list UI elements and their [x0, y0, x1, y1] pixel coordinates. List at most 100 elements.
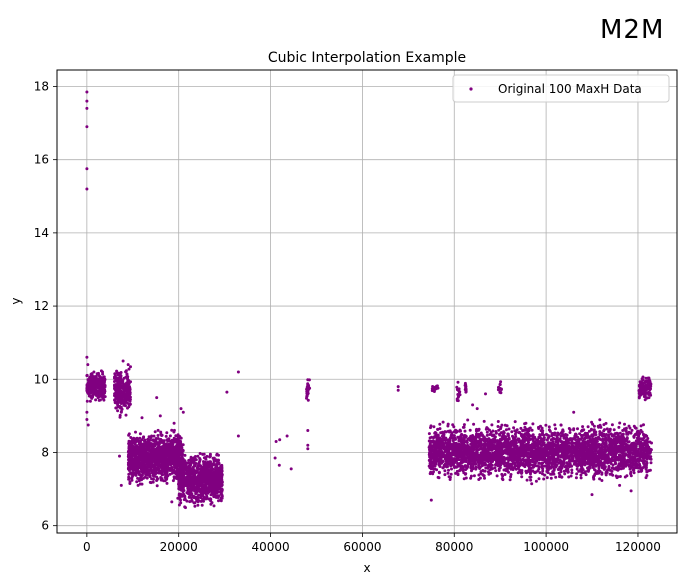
- data-point: [190, 488, 194, 492]
- data-point: [163, 448, 167, 452]
- data-point: [195, 488, 199, 492]
- data-point: [163, 442, 167, 446]
- data-point: [494, 469, 498, 473]
- data-point: [205, 494, 209, 498]
- data-point: [159, 446, 163, 450]
- data-point: [547, 425, 551, 429]
- data-point: [101, 397, 105, 400]
- data-point: [212, 485, 216, 489]
- data-point: [177, 456, 181, 459]
- data-point: [203, 473, 207, 477]
- data-point: [202, 456, 206, 460]
- data-point: [510, 430, 514, 434]
- data-point: [134, 454, 137, 457]
- data-point: [456, 472, 460, 476]
- data-point: [579, 473, 583, 477]
- data-point: [199, 469, 203, 473]
- logo-text: M2M: [600, 15, 664, 45]
- data-point: [94, 398, 98, 402]
- data-point: [176, 447, 180, 451]
- data-point: [141, 442, 145, 446]
- data-point: [146, 463, 150, 467]
- data-point: [127, 439, 131, 443]
- data-point: [126, 375, 130, 379]
- data-point: [207, 497, 211, 501]
- data-point: [139, 446, 143, 450]
- data-point: [146, 467, 149, 471]
- data-point: [138, 432, 142, 436]
- data-point: [165, 431, 169, 435]
- data-point: [128, 459, 132, 463]
- data-point: [125, 389, 129, 392]
- data-point: [152, 434, 156, 438]
- data-point: [183, 494, 187, 498]
- data-point: [198, 452, 202, 455]
- data-point: [203, 462, 207, 465]
- data-point: [129, 365, 132, 369]
- data-point: [305, 387, 309, 391]
- data-point: [213, 472, 217, 476]
- data-point: [125, 391, 129, 395]
- data-point: [128, 463, 132, 467]
- data-point: [172, 428, 176, 432]
- data-point: [148, 475, 152, 478]
- data-point: [198, 496, 202, 500]
- data-point: [444, 430, 448, 434]
- data-point: [167, 454, 171, 458]
- data-points: [85, 90, 653, 510]
- data-point: [195, 495, 199, 499]
- data-point: [122, 401, 126, 405]
- data-point: [130, 471, 134, 475]
- data-point: [210, 476, 214, 480]
- data-point: [116, 409, 120, 413]
- data-point: [177, 442, 181, 446]
- data-point: [152, 454, 156, 458]
- data-point: [469, 466, 473, 470]
- data-point: [477, 478, 481, 481]
- data-point: [193, 457, 197, 461]
- data-point: [208, 460, 212, 464]
- data-point: [602, 423, 606, 427]
- data-point: [133, 468, 137, 472]
- data-point: [179, 501, 183, 505]
- data-point: [156, 471, 160, 475]
- data-point: [472, 422, 476, 426]
- chart-title: Cubic Interpolation Example: [268, 50, 466, 66]
- data-point: [507, 427, 511, 431]
- data-point: [305, 392, 309, 396]
- data-point: [193, 464, 197, 468]
- data-point: [189, 480, 193, 484]
- data-point: [137, 463, 141, 467]
- data-point: [210, 463, 214, 467]
- data-point: [525, 478, 529, 482]
- data-point: [163, 479, 167, 483]
- data-point: [220, 496, 224, 500]
- data-point: [554, 427, 557, 431]
- data-point: [435, 468, 439, 472]
- data-point: [204, 475, 207, 479]
- data-point: [157, 452, 160, 456]
- data-point: [207, 469, 211, 473]
- data-point: [552, 468, 556, 472]
- data-point: [203, 465, 207, 469]
- data-point: [531, 422, 535, 426]
- data-point: [201, 498, 205, 502]
- data-point: [211, 468, 214, 472]
- data-point: [462, 423, 466, 427]
- data-point: [172, 440, 176, 444]
- data-point: [306, 383, 310, 387]
- data-point: [203, 490, 207, 494]
- data-point: [482, 419, 486, 423]
- data-point: [159, 459, 163, 463]
- data-point: [512, 426, 516, 430]
- data-point: [140, 482, 144, 486]
- data-point: [121, 394, 125, 398]
- data-point: [188, 500, 192, 504]
- data-point: [160, 477, 164, 481]
- data-point: [190, 456, 194, 460]
- data-point: [87, 388, 91, 392]
- data-point: [541, 429, 545, 433]
- data-point: [605, 427, 609, 431]
- data-point: [637, 470, 641, 474]
